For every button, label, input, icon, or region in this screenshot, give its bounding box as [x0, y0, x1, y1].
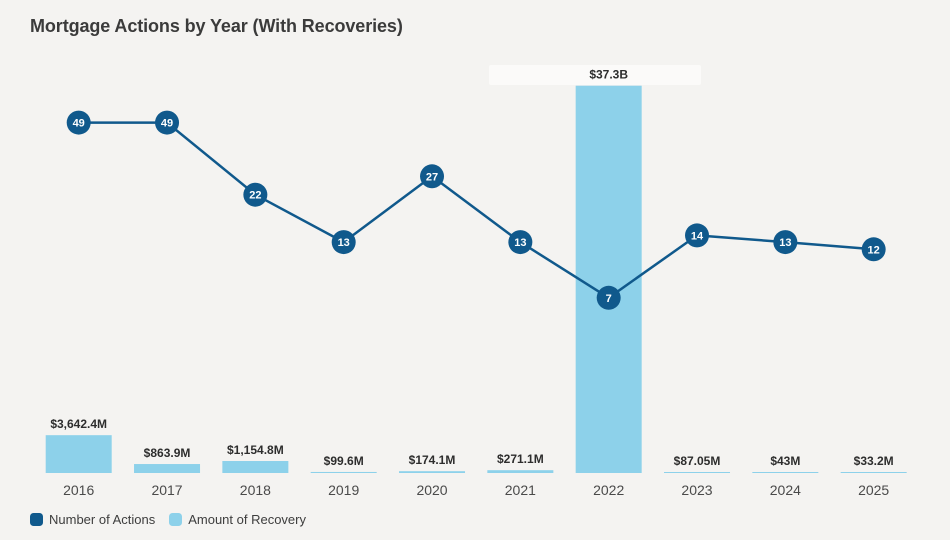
bar-2020[interactable] [399, 471, 466, 473]
legend-label-recovery: Amount of Recovery [188, 512, 306, 527]
bar-2017[interactable] [134, 464, 201, 473]
bar-value-label-2020: $174.1M [409, 453, 456, 467]
bar-2025[interactable] [840, 472, 907, 473]
marker-2021[interactable] [508, 230, 533, 255]
bar-2022[interactable] [575, 85, 642, 473]
x-axis-label-2017: 2017 [151, 482, 182, 498]
marker-2022[interactable] [596, 285, 621, 310]
marker-2024[interactable] [773, 230, 798, 255]
marker-value-2019: 13 [338, 237, 350, 249]
marker-2020[interactable] [420, 164, 445, 189]
bar-2021[interactable] [487, 470, 554, 473]
x-axis-label-2023: 2023 [681, 482, 712, 498]
bar-value-label-2018: $1,154.8M [227, 443, 284, 457]
marker-value-2025: 12 [868, 244, 880, 256]
marker-value-2021: 13 [514, 237, 526, 249]
legend-swatch-actions-icon [30, 513, 43, 526]
marker-2016[interactable] [66, 110, 91, 135]
marker-value-2016: 49 [73, 118, 85, 130]
x-axis-label-2016: 2016 [63, 482, 94, 498]
x-axis-label-2018: 2018 [240, 482, 271, 498]
x-axis-label-2025: 2025 [858, 482, 889, 498]
marker-2025[interactable] [861, 237, 886, 262]
x-axis-label-2019: 2019 [328, 482, 359, 498]
bar-value-label-2022: $37.3B [589, 68, 628, 82]
legend-item-amount-of-recovery[interactable]: Amount of Recovery [169, 512, 306, 527]
highlight-band [489, 65, 701, 85]
bar-2018[interactable] [222, 461, 289, 473]
marker-value-2017: 49 [161, 118, 173, 130]
bar-value-label-2016: $3,642.4M [50, 417, 107, 431]
legend-item-number-of-actions[interactable]: Number of Actions [30, 512, 155, 527]
chart-title: Mortgage Actions by Year (With Recoverie… [30, 16, 403, 36]
bar-value-label-2021: $271.1M [497, 452, 544, 466]
marker-value-2023: 14 [691, 230, 704, 242]
bar-2019[interactable] [310, 471, 377, 473]
bar-2024[interactable] [752, 472, 819, 473]
x-axis-label-2021: 2021 [505, 482, 536, 498]
bar-2023[interactable] [664, 472, 731, 473]
actions-line [77, 121, 875, 300]
legend-swatch-recovery-icon [169, 513, 183, 526]
marker-2023[interactable] [685, 223, 710, 248]
bar-value-label-2024: $43M [770, 454, 800, 468]
bar-value-label-2017: $863.9M [144, 446, 191, 460]
marker-value-2024: 13 [779, 237, 791, 249]
marker-2019[interactable] [331, 230, 356, 255]
x-axis-label-2024: 2024 [770, 482, 801, 498]
chart-legend: Number of Actions Amount of Recovery [30, 512, 306, 527]
bar-value-label-2025: $33.2M [854, 454, 894, 468]
x-axis-label-2022: 2022 [593, 482, 624, 498]
marker-value-2022: 7 [606, 293, 612, 305]
x-axis-label-2020: 2020 [416, 482, 447, 498]
bar-value-label-2019: $99.6M [324, 454, 364, 468]
bar-2016[interactable] [45, 435, 112, 473]
legend-label-actions: Number of Actions [49, 512, 156, 527]
bar-value-label-2023: $87.05M [674, 454, 721, 468]
marker-value-2018: 22 [249, 190, 261, 202]
marker-value-2020: 27 [426, 171, 438, 183]
marker-2017[interactable] [155, 110, 180, 135]
marker-2018[interactable] [243, 182, 268, 207]
